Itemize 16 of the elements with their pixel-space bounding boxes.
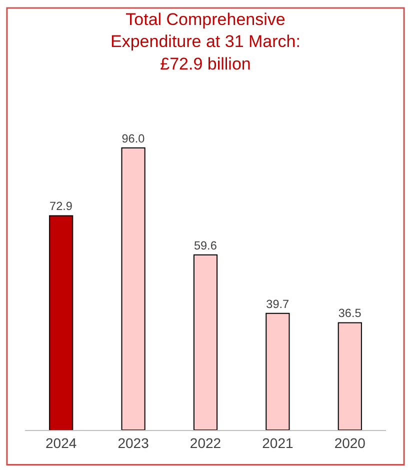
x-tick-label: 2021 (262, 434, 294, 451)
x-tick-label: 2020 (334, 434, 366, 451)
data-label: 72.9 (50, 200, 72, 214)
x-tick-label: 2022 (190, 434, 222, 451)
chart-title: Total Comprehensive Expenditure at 31 March: £72.9 billion (110, 10, 300, 74)
bar (338, 322, 362, 430)
x-tick-label: 2023 (118, 434, 150, 451)
bar (266, 312, 290, 430)
bar (49, 215, 74, 430)
x-tick-label: 2024 (46, 434, 77, 451)
data-label: 36.5 (338, 307, 362, 320)
data-label: 39.7 (266, 298, 290, 311)
bar (193, 254, 218, 430)
data-label: 59.6 (194, 239, 218, 252)
data-label: 96.0 (122, 132, 146, 146)
bar (121, 147, 146, 430)
